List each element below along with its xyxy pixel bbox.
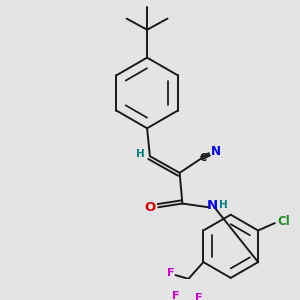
Text: N: N xyxy=(211,145,221,158)
Text: H: H xyxy=(219,200,228,210)
Text: F: F xyxy=(195,293,202,300)
Text: H: H xyxy=(136,149,145,159)
Text: C: C xyxy=(199,153,206,163)
Text: N: N xyxy=(207,199,218,212)
Text: O: O xyxy=(144,201,155,214)
Text: F: F xyxy=(167,268,175,278)
Text: Cl: Cl xyxy=(278,215,290,228)
Text: F: F xyxy=(172,292,179,300)
